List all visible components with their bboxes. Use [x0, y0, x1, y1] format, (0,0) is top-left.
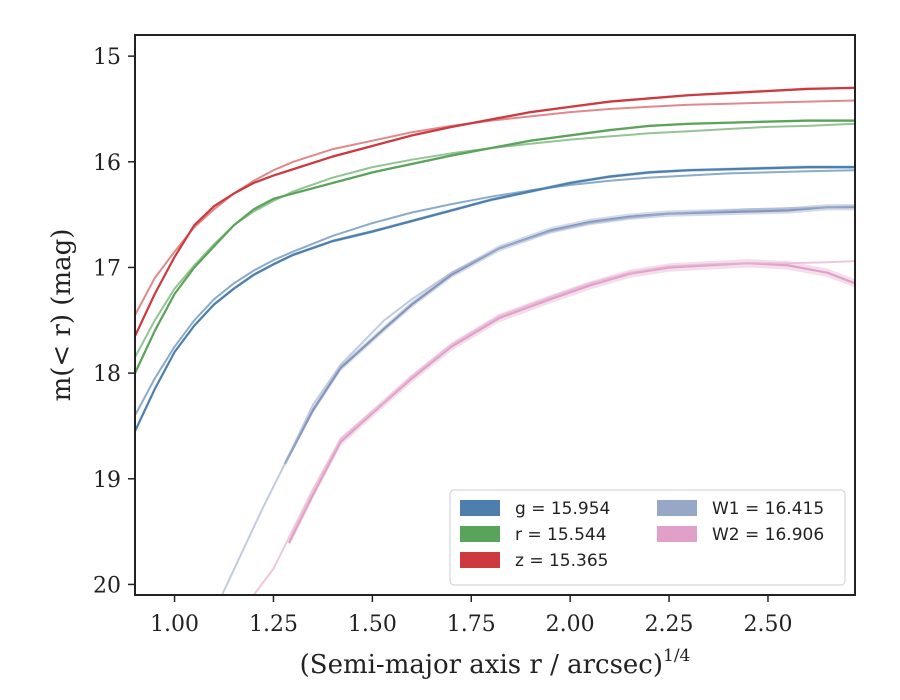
legend-swatch-g-15-954 [460, 500, 500, 516]
y-tick-label-17: 17 [93, 256, 121, 281]
x-tick-label-2.25: 2.25 [645, 612, 694, 637]
y-tick-label-19: 19 [93, 468, 121, 493]
series-line-r-model [135, 122, 855, 359]
series-line-r-15-544 [135, 119, 855, 375]
series-line-g-model [135, 169, 855, 417]
series-layer [135, 86, 855, 595]
y-tick-label-18: 18 [93, 362, 121, 387]
x-tick-label-1.75: 1.75 [447, 612, 496, 637]
y-tick-label-20: 20 [93, 573, 121, 598]
x-tick-label-2.00: 2.00 [546, 612, 595, 637]
x-axis-label-sup: 1/4 [663, 646, 690, 666]
series-line-w2-16-906 [288, 262, 855, 544]
x-axis-label: (Semi-major axis r / arcsec)1/4 [300, 646, 691, 680]
series-line-z-15-365 [135, 86, 855, 338]
ticks-layer: 1.00 1.25 1.50 1.75 2.00 2.25 2.50 15 16 17 18 19 20 [93, 45, 792, 637]
series-line-g-15-954 [135, 166, 855, 433]
x-tick-label-1.25: 1.25 [249, 612, 298, 637]
legend: g = 15.954 r = 15.544 z = 15.365 W1 = 16.41… [449, 489, 846, 586]
legend-label-w2-16-906: W2 = 16.906 [712, 525, 824, 545]
x-tick-label-2.50: 2.50 [743, 612, 792, 637]
y-tick-label-16: 16 [93, 151, 121, 176]
series-line-w1-model [221, 205, 855, 595]
series-band-r-15-544 [135, 119, 855, 375]
x-axis-label-main: (Semi-major axis r / arcsec) [300, 650, 663, 680]
legend-frame [449, 489, 846, 586]
series-line-w2-model [252, 260, 855, 595]
legend-swatch-z-15-365 [460, 552, 500, 568]
series-band-g-15-954 [135, 165, 855, 433]
legend-swatch-w1-16-415 [657, 500, 697, 516]
series-line-w1-16-415 [284, 206, 855, 464]
legend-label-g-15-954: g = 15.954 [515, 499, 610, 519]
plot-frame [134, 34, 856, 596]
x-tick-label-1.50: 1.50 [348, 612, 397, 637]
series-line-z-model [135, 99, 855, 316]
y-tick-label-15: 15 [93, 45, 121, 70]
legend-label-r-15-544: r = 15.544 [515, 525, 607, 545]
legend-label-z-15-365: z = 15.365 [515, 551, 608, 571]
legend-swatch-w2-16-906 [657, 526, 697, 542]
x-tick-label-1.00: 1.00 [150, 612, 199, 637]
legend-swatch-r-15-544 [460, 526, 500, 542]
y-axis-label: m(< r) (mag) [47, 229, 77, 402]
legend-label-w1-16-415: W1 = 16.415 [712, 499, 824, 519]
